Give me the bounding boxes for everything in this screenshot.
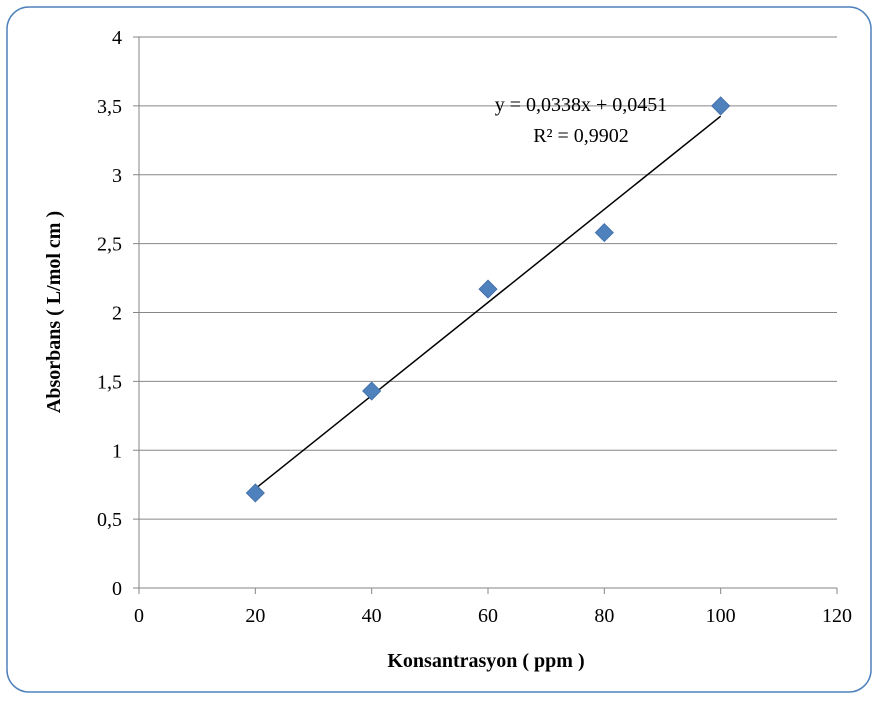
data-point (478, 279, 498, 299)
grid-lines (139, 36, 837, 520)
y-tick-labels: 0 0,5 1 1,5 2 2,5 3 3,5 4 (97, 27, 122, 600)
y-tick-label: 3 (112, 165, 122, 187)
y-tick-label: 3,5 (97, 96, 122, 118)
data-point (362, 381, 382, 401)
y-axis-title: Absorbans ( L/mol cm ) (43, 211, 65, 413)
y-tick-label: 4 (112, 27, 122, 49)
trendline (254, 115, 722, 490)
data-point (594, 223, 614, 243)
data-point (711, 96, 731, 116)
x-tick-label: 100 (706, 605, 736, 627)
data-point (245, 483, 265, 503)
data-points (245, 96, 731, 503)
trendline-layer (254, 115, 722, 490)
y-tick-label: 0,5 (97, 509, 122, 531)
x-tick-label: 80 (594, 605, 614, 627)
y-tick-label: 1,5 (97, 371, 122, 393)
y-tick-label: 2,5 (97, 234, 122, 256)
trendline-equation: y = 0,0338x + 0,0451 (495, 94, 668, 116)
x-axis-title: Konsantrasyon ( ppm ) (387, 650, 584, 672)
x-tick-label: 40 (362, 605, 382, 627)
trendline-r-squared: R² = 0,9902 (533, 125, 629, 147)
x-tick-label: 60 (478, 605, 498, 627)
y-tick-label: 0 (112, 578, 122, 600)
y-tick-label: 1 (112, 440, 122, 462)
axes (133, 36, 838, 594)
x-tick-label: 20 (245, 605, 265, 627)
chart-border (6, 6, 872, 693)
x-tick-label: 0 (134, 605, 144, 627)
x-tick-labels: 0 20 40 60 80 100 120 (134, 605, 852, 627)
y-tick-label: 2 (112, 303, 122, 325)
x-tick-label: 120 (822, 605, 852, 627)
